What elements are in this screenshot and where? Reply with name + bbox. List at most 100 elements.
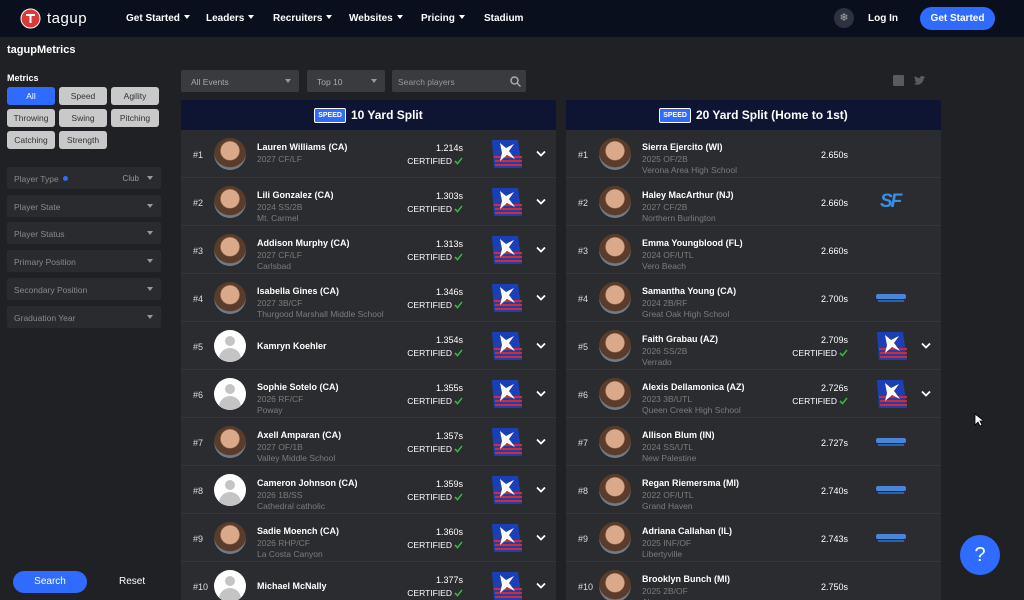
filter-select[interactable]: Player Status bbox=[7, 222, 161, 245]
expand-chevron[interactable] bbox=[536, 342, 546, 350]
player-name[interactable]: Samantha Young (CA) bbox=[642, 286, 737, 296]
nav-item[interactable]: Get Started bbox=[126, 13, 190, 24]
player-name[interactable]: Faith Grabau (AZ) bbox=[642, 334, 718, 344]
filter-select[interactable]: Player State bbox=[7, 194, 161, 217]
expand-chevron[interactable] bbox=[536, 390, 546, 398]
time: 2.750s bbox=[820, 582, 848, 592]
pgf-logo bbox=[492, 572, 522, 600]
metric-button[interactable]: Pitching bbox=[111, 109, 159, 127]
rank: #6 bbox=[193, 390, 204, 400]
certified-label: CERTIFIED bbox=[792, 348, 837, 358]
player-name[interactable]: Addison Murphy (CA) bbox=[257, 238, 350, 248]
player-row[interactable]: #2 Haley MacArthur (NJ) 2027 CF/2B Northern… bbox=[566, 178, 941, 226]
player-name[interactable]: Alexis Dellamonica (AZ) bbox=[642, 382, 745, 392]
twitter-icon[interactable] bbox=[913, 75, 926, 86]
player-row[interactable]: #9 Adriana Callahan (IL) 2025 INF/OF Libert… bbox=[566, 514, 941, 562]
time: 2.740s bbox=[820, 486, 848, 496]
player-row[interactable]: #2 Lili Gonzalez (CA) 2024 SS/2B Mt. Carmel… bbox=[181, 178, 556, 226]
metric-button[interactable]: Throwing bbox=[7, 109, 55, 127]
facebook-icon[interactable] bbox=[893, 75, 904, 86]
theme-toggle[interactable]: ❄ bbox=[834, 8, 854, 28]
nav-item[interactable]: Pricing bbox=[421, 13, 465, 24]
player-search[interactable]: Search players bbox=[392, 70, 526, 92]
player-row[interactable]: #3 Emma Youngblood (FL) 2024 OF/UTL Vero Be… bbox=[566, 226, 941, 274]
player-name[interactable]: Lili Gonzalez (CA) bbox=[257, 190, 334, 200]
expand-chevron[interactable] bbox=[536, 438, 546, 446]
certified-label: CERTIFIED bbox=[407, 492, 452, 502]
player-name[interactable]: Haley MacArthur (NJ) bbox=[642, 190, 734, 200]
player-row[interactable]: #10 Brooklyn Bunch (MI) 2025 2B/OFAlmont 2.… bbox=[566, 562, 941, 600]
expand-chevron[interactable] bbox=[536, 486, 546, 494]
nav-item[interactable]: Websites bbox=[349, 13, 403, 24]
player-name[interactable]: Emma Youngblood (FL) bbox=[642, 238, 743, 248]
player-name[interactable]: Axell Amparan (CA) bbox=[257, 430, 342, 440]
player-row[interactable]: #5 Kamryn Koehler 1.354s CERTIFIED bbox=[181, 322, 556, 370]
player-name[interactable]: Adriana Callahan (IL) bbox=[642, 526, 733, 536]
metric-button[interactable]: Speed bbox=[59, 87, 107, 105]
nav-item[interactable]: Recruiters bbox=[273, 13, 332, 24]
player-name[interactable]: Lauren Williams (CA) bbox=[257, 142, 348, 152]
player-row[interactable]: #1 Sierra Ejercito (WI) 2025 OF/2B Verona A… bbox=[566, 130, 941, 178]
board-title: 20 Yard Split (Home to 1st) bbox=[695, 108, 848, 122]
expand-chevron[interactable] bbox=[921, 342, 931, 350]
event-select[interactable]: All Events bbox=[181, 70, 299, 92]
filter-select[interactable]: Primary Position bbox=[7, 250, 161, 273]
player-row[interactable]: #6 Sophie Sotelo (CA) 2026 RF/CF Poway 1.355… bbox=[181, 370, 556, 418]
player-row[interactable]: #8 Cameron Johnson (CA) 2026 1B/SS Cathedra… bbox=[181, 466, 556, 514]
certified: CERTIFIED bbox=[407, 348, 463, 358]
metric-button[interactable]: All bbox=[7, 87, 55, 105]
nav-item[interactable]: Stadium bbox=[484, 13, 524, 24]
player-name[interactable]: Regan Riemersma (MI) bbox=[642, 478, 740, 488]
filter-select[interactable]: Player Type Club bbox=[7, 167, 161, 189]
player-name[interactable]: Brooklyn Bunch (MI) bbox=[642, 574, 730, 584]
nav-item[interactable]: Leaders bbox=[206, 13, 254, 24]
player-school: Mt. Carmel bbox=[257, 213, 299, 223]
search-button[interactable]: Search bbox=[13, 571, 87, 593]
expand-chevron[interactable] bbox=[921, 390, 931, 398]
expand-chevron[interactable] bbox=[536, 198, 546, 206]
expand-chevron[interactable] bbox=[536, 294, 546, 302]
player-name[interactable]: Isabella Gines (CA) bbox=[257, 286, 340, 296]
player-name[interactable]: Sophie Sotelo (CA) bbox=[257, 382, 339, 392]
player-row[interactable]: #4 Isabella Gines (CA) 2027 3B/CF Thurgood … bbox=[181, 274, 556, 322]
metric-button[interactable]: Strength bbox=[59, 131, 107, 149]
filter-select[interactable]: Graduation Year bbox=[7, 305, 161, 328]
expand-chevron[interactable] bbox=[536, 534, 546, 542]
player-name[interactable]: Sadie Moench (CA) bbox=[257, 526, 340, 536]
player-school: Thurgood Marshall Middle School bbox=[257, 309, 384, 319]
player-school: Northern Burlington bbox=[642, 213, 716, 223]
player-name[interactable]: Allison Blum (IN) bbox=[642, 430, 715, 440]
player-name[interactable]: Sierra Ejercito (WI) bbox=[642, 142, 723, 152]
help-button[interactable]: ? bbox=[960, 535, 1000, 575]
get-started-button[interactable]: Get Started bbox=[920, 7, 995, 30]
player-name[interactable]: Kamryn Koehler bbox=[257, 341, 327, 351]
player-detail: 2027 OF/1B bbox=[257, 442, 303, 452]
player-row[interactable]: #7 Allison Blum (IN) 2024 SS/UTL New Palest… bbox=[566, 418, 941, 466]
player-name[interactable]: Michael McNally bbox=[257, 581, 327, 591]
brand[interactable]: tagup bbox=[47, 10, 88, 27]
reset-button[interactable]: Reset bbox=[119, 576, 146, 587]
metric-button[interactable]: Swing bbox=[59, 109, 107, 127]
player-row[interactable]: #8 Regan Riemersma (MI) 2022 OF/UTL Grand H… bbox=[566, 466, 941, 514]
player-row[interactable]: #5 Faith Grabau (AZ) 2026 SS/2B Verrado 2.70… bbox=[566, 322, 941, 370]
metric-button[interactable]: Catching bbox=[7, 131, 55, 149]
player-row[interactable]: #1 Lauren Williams (CA) 2027 CF/LF 1.214s CE… bbox=[181, 130, 556, 178]
player-detail: 2022 OF/UTL bbox=[642, 490, 694, 500]
player-row[interactable]: #7 Axell Amparan (CA) 2027 OF/1B Valley Mid… bbox=[181, 418, 556, 466]
metric-button[interactable]: Agility bbox=[111, 87, 159, 105]
expand-chevron[interactable] bbox=[536, 582, 546, 590]
expand-chevron[interactable] bbox=[536, 150, 546, 158]
player-row[interactable]: #4 Samantha Young (CA) 2024 2B/RF Great Oak… bbox=[566, 274, 941, 322]
expand-chevron[interactable] bbox=[536, 246, 546, 254]
check-icon bbox=[454, 397, 463, 405]
player-row[interactable]: #3 Addison Murphy (CA) 2027 CF/LF Carlsbad 1… bbox=[181, 226, 556, 274]
player-name[interactable]: Cameron Johnson (CA) bbox=[257, 478, 358, 488]
rank: #10 bbox=[193, 582, 209, 592]
login-link[interactable]: Log In bbox=[868, 13, 898, 24]
player-row[interactable]: #6 Alexis Dellamonica (AZ) 2023 3B/UTL Quee… bbox=[566, 370, 941, 418]
filter-label: Player State bbox=[14, 201, 61, 212]
player-row[interactable]: #10 Michael McNally 1.377s CERTIFIED bbox=[181, 562, 556, 600]
player-row[interactable]: #9 Sadie Moench (CA) 2026 RHP/CF La Costa C… bbox=[181, 514, 556, 562]
limit-select[interactable]: Top 10 bbox=[307, 70, 385, 92]
filter-select[interactable]: Secondary Position bbox=[7, 277, 161, 300]
